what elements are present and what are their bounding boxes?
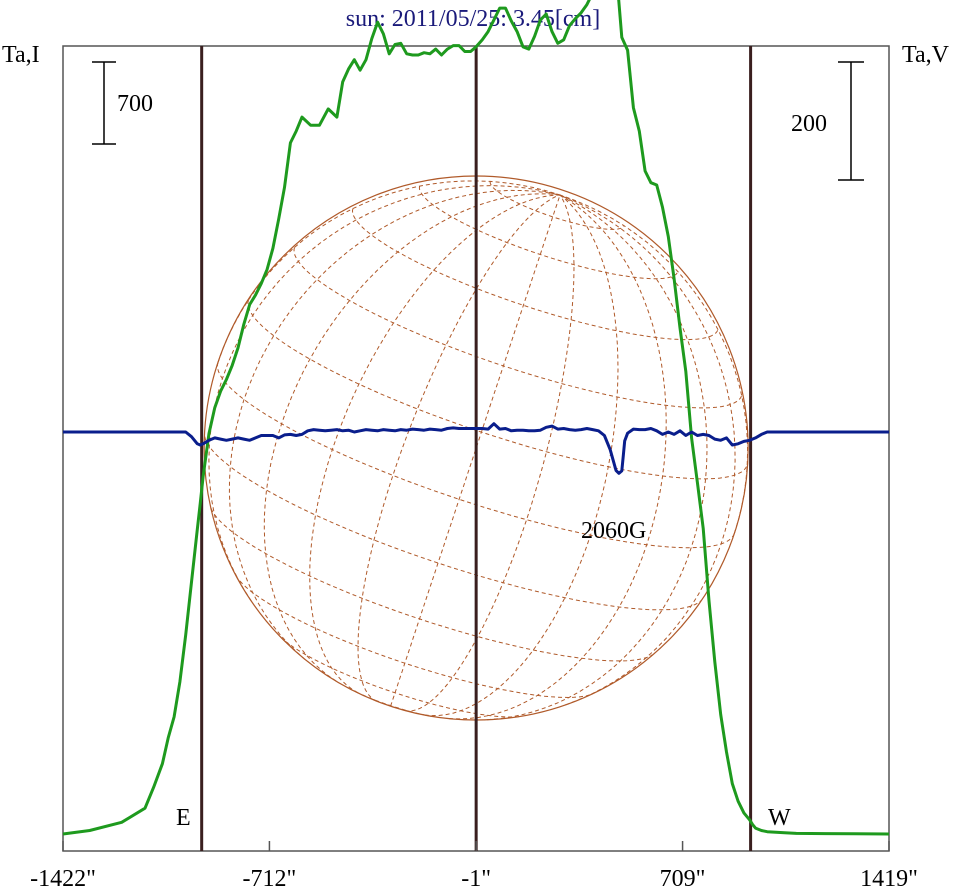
x-tick-label: -712" <box>243 866 297 892</box>
latitude-line <box>351 208 719 341</box>
polarization-series-line <box>63 422 889 475</box>
longitude-line <box>228 189 561 660</box>
longitude-line <box>424 194 619 717</box>
polarization-scale-label: 200 <box>791 111 827 137</box>
east-limb-label: E <box>176 805 191 831</box>
intensity-series-line <box>62 0 890 836</box>
longitude-line <box>449 194 667 720</box>
chart-title: sun: 2011/05/25: 3.45[cm] <box>346 6 600 32</box>
longitude-line <box>217 180 561 363</box>
longitude-line <box>390 194 561 707</box>
latitude-line <box>235 575 594 699</box>
west-limb-label: W <box>768 805 791 831</box>
longitude-line <box>404 194 575 712</box>
annotation-2060g: 2060G <box>581 518 646 544</box>
latitude-line <box>418 185 679 280</box>
longitude-line <box>357 194 561 702</box>
intensity-scale-label: 700 <box>117 91 153 117</box>
series-layer <box>62 0 890 836</box>
longitude-line <box>208 185 561 602</box>
longitude-line <box>309 194 561 694</box>
x-tick-label: 709" <box>660 866 706 892</box>
x-tick-label: 1419" <box>860 866 918 892</box>
intensity-scale-bar <box>92 61 116 145</box>
x-tick-label: -1" <box>461 866 491 892</box>
longitude-line <box>559 194 749 534</box>
x-axis-ticks: -1422" -712" -1" 709" 1419" <box>30 841 918 892</box>
left-axis-label: Ta,I <box>2 42 40 68</box>
limb-markers <box>200 46 753 851</box>
longitude-line <box>559 194 736 706</box>
polarization-scale-bar <box>838 61 864 181</box>
latitude-line <box>247 299 748 480</box>
longitude-line <box>486 194 708 721</box>
right-axis-label: Ta,V <box>902 42 950 68</box>
latitude-line <box>204 436 702 611</box>
x-tick-label: -1422" <box>30 866 96 892</box>
longitude-line <box>263 193 561 682</box>
solar-disk-grid <box>203 175 749 721</box>
